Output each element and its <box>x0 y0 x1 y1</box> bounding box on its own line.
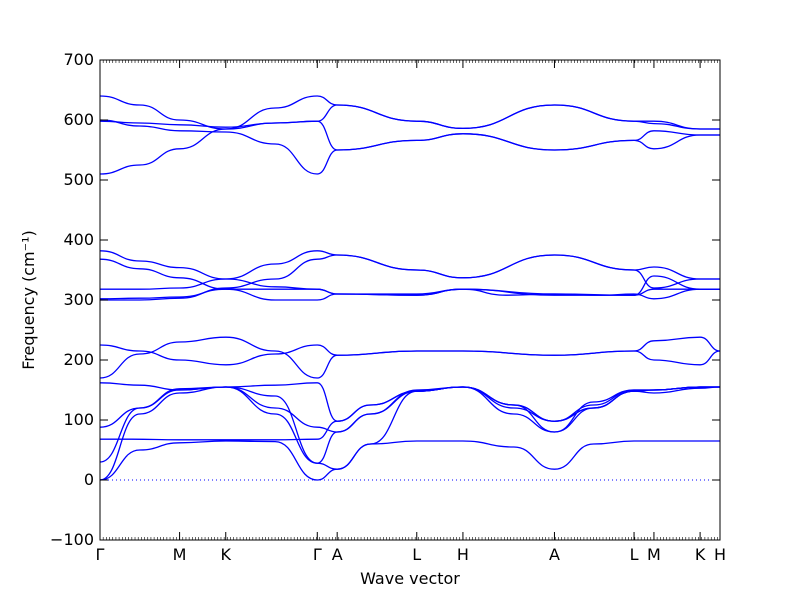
x-tick-label: Γ <box>96 545 105 564</box>
band-line-16 <box>99 119 720 175</box>
y-tick-label: 100 <box>63 410 94 429</box>
x-tick-label: M <box>173 545 187 564</box>
band-line-1 <box>99 440 720 481</box>
x-tick-label: K <box>221 545 232 564</box>
bands-layer <box>99 95 721 481</box>
band-line-11 <box>99 250 720 290</box>
y-tick-label: 500 <box>63 170 94 189</box>
band-line-13 <box>99 250 720 296</box>
x-tick-label: A <box>549 545 560 564</box>
x-axis-label: Wave vector <box>360 569 460 588</box>
x-tick-label: H <box>714 545 726 564</box>
y-ticks: −100 0 100 200 300 400 500 600 700 <box>50 50 720 549</box>
x-tick-label: L <box>630 545 639 564</box>
y-tick-label: 700 <box>63 50 94 69</box>
band-line-17 <box>99 95 720 130</box>
x-tick-label: A <box>332 545 343 564</box>
band-line-6 <box>99 382 720 422</box>
y-tick-label: −100 <box>50 530 94 549</box>
y-tick-label: 200 <box>63 350 94 369</box>
x-tick-label: K <box>695 545 706 564</box>
y-tick-label: 0 <box>84 470 94 489</box>
x-tick-label: Γ <box>313 545 322 564</box>
x-tick-label: M <box>647 545 661 564</box>
y-tick-label: 300 <box>63 290 94 309</box>
band-line-8 <box>99 336 721 379</box>
x-tick-label: L <box>412 545 421 564</box>
y-tick-label: 600 <box>63 110 94 129</box>
x-tick-label: H <box>457 545 469 564</box>
y-tick-label: 400 <box>63 230 94 249</box>
y-axis-label: Frequency (cm⁻¹) <box>19 230 38 369</box>
